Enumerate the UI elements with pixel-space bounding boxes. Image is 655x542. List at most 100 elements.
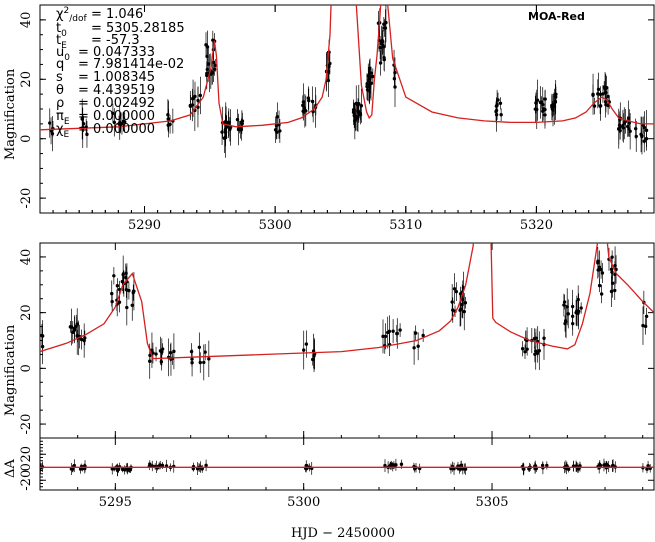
middle-data-point	[189, 349, 194, 354]
top-data-point	[381, 43, 385, 48]
middle-data-point	[571, 321, 575, 326]
top-ytick-label: -20	[19, 188, 34, 209]
middle-data-point	[312, 354, 316, 358]
middle-data-point	[151, 351, 155, 355]
top-data-point	[617, 123, 622, 127]
middle-data-point	[154, 352, 158, 356]
middle-data-point	[398, 328, 402, 332]
middle-data-point	[454, 289, 459, 294]
middle-data-point	[190, 357, 194, 361]
middle-data-point	[520, 347, 525, 351]
x-axis-title: HJD − 2450000	[291, 526, 395, 541]
middle-data-point	[542, 336, 546, 340]
top-data-point	[601, 92, 605, 96]
top-data-point	[274, 123, 279, 128]
param-s-symbol: s	[56, 70, 63, 85]
top-data-point	[384, 20, 388, 25]
middle-ytick-label: 0	[19, 364, 34, 372]
y-axis-title-middle: Magnification	[3, 324, 18, 416]
middle-data-point	[597, 265, 602, 270]
middle-data-point	[450, 300, 454, 304]
top-data-point	[121, 119, 126, 124]
middle-data-point	[462, 309, 466, 314]
fit-parameters: χ2/dof = 1.046 t0 = 5305.28185 tE = -57.…	[56, 6, 185, 140]
top-data-point	[602, 85, 606, 89]
top-data-point	[228, 125, 233, 130]
middle-data-point	[458, 308, 462, 312]
param-theta-symbol: θ	[56, 83, 64, 98]
middle-data-point	[395, 331, 399, 336]
middle-data-point	[460, 303, 464, 307]
top-data-point	[591, 92, 595, 96]
residual-data-point	[115, 468, 120, 473]
top-data-point	[352, 113, 356, 118]
top-data-point	[211, 60, 216, 64]
top-data-point	[50, 131, 55, 136]
residual-data-point	[602, 463, 606, 467]
middle-data-point	[83, 336, 87, 340]
middle-data-point	[311, 349, 316, 353]
top-data-point	[220, 130, 224, 134]
middle-data-point	[40, 333, 44, 338]
middle-data-point	[574, 310, 578, 315]
top-data-point	[307, 98, 311, 103]
residual-ytick-label: 0	[19, 463, 34, 471]
y-axis-title-residual: ΔA	[3, 459, 18, 478]
middle-data-point	[110, 299, 114, 304]
middle-xtick-label: 5305	[475, 495, 508, 510]
instrument-tag: MOA-Red	[528, 10, 585, 23]
top-data-point	[554, 92, 558, 96]
middle-data-point	[391, 329, 395, 333]
top-data-point	[193, 94, 197, 99]
middle-data-point	[599, 292, 604, 296]
top-data-point	[198, 93, 203, 98]
middle-data-point	[609, 267, 614, 272]
top-ytick-label: 0	[19, 135, 34, 143]
top-data-point	[380, 38, 384, 43]
top-data-point	[592, 104, 597, 108]
middle-xtick-label: 5295	[99, 495, 132, 510]
param-t0-symbol: t0	[56, 21, 67, 39]
top-data-point	[640, 134, 644, 139]
middle-data-point	[610, 255, 614, 259]
top-data-point	[304, 109, 308, 113]
middle-data-point	[197, 345, 202, 349]
middle-data-point	[124, 275, 128, 280]
top-data-point	[306, 96, 311, 100]
middle-data-point	[613, 288, 617, 293]
param-tE-value: = -57.3	[91, 33, 140, 48]
middle-data-point	[452, 287, 457, 291]
middle-data-point	[203, 350, 207, 354]
top-data-point	[356, 102, 360, 107]
top-data-point	[494, 104, 499, 108]
residual-ytick-label: 20	[19, 446, 34, 463]
middle-data-point	[71, 330, 75, 335]
middle-ytick-label: -20	[19, 414, 34, 435]
top-data-point	[301, 103, 305, 108]
middle-data-point	[566, 312, 570, 316]
residual-data-point	[160, 463, 165, 468]
top-data-point	[367, 84, 372, 89]
top-data-point	[301, 109, 305, 113]
top-data-point	[541, 109, 545, 113]
residual-data-point	[383, 463, 387, 468]
middle-data-point	[68, 325, 73, 329]
middle-data-point	[600, 271, 605, 275]
residual-data-point	[545, 463, 549, 468]
residual-data-point	[540, 463, 545, 468]
residual-data-point	[120, 467, 125, 472]
top-data-point	[543, 97, 547, 101]
top-model-curve	[40, 5, 654, 131]
top-data-point	[356, 115, 360, 119]
middle-data-point	[110, 291, 114, 296]
top-ytick-label: 20	[19, 71, 34, 88]
param-rho-value: = 0.002492	[78, 96, 155, 111]
middle-data-point	[125, 305, 129, 310]
middle-data-point	[576, 297, 580, 302]
middle-data-point	[130, 303, 134, 307]
top-data-point	[634, 134, 638, 139]
middle-data-point	[562, 303, 566, 307]
middle-data-point	[570, 304, 575, 309]
